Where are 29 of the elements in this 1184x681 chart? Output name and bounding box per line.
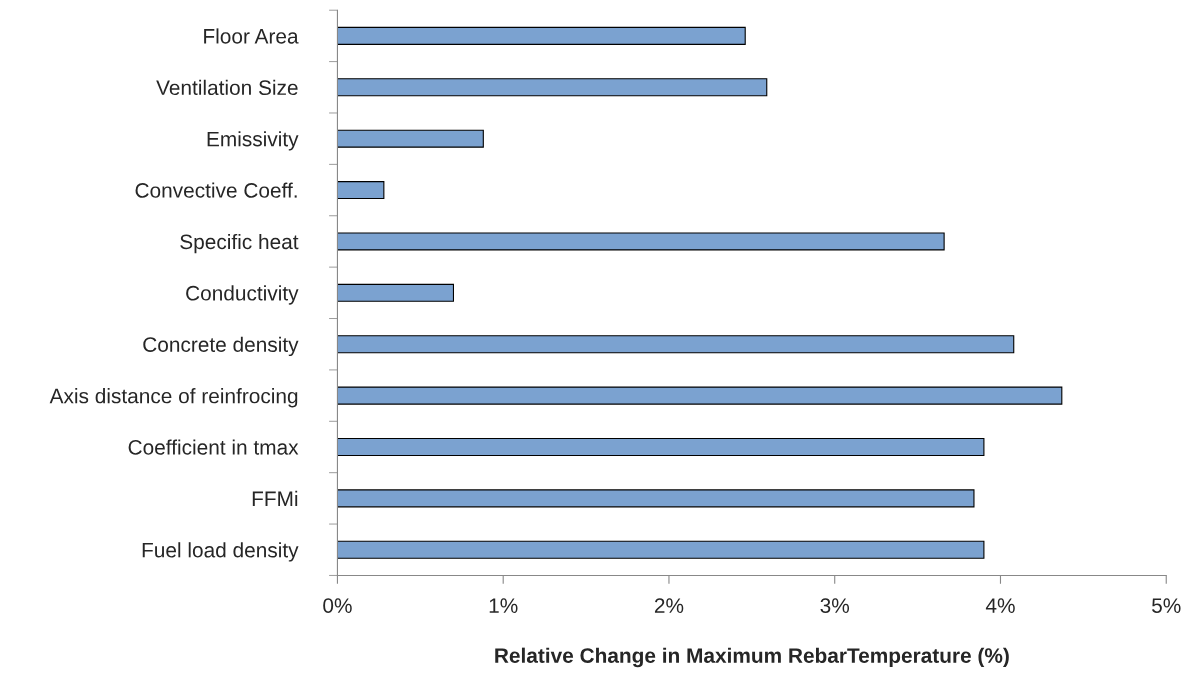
- bar: [337, 386, 1063, 405]
- x-tick-label: 3%: [820, 598, 850, 613]
- y-tick-label: Conductivity: [186, 285, 299, 305]
- bar: [337, 283, 455, 302]
- y-tick-label: Coefficient in tmax: [128, 439, 299, 455]
- bar: [337, 540, 985, 559]
- bar: [337, 78, 768, 97]
- x-tick-label: 0%: [323, 598, 352, 613]
- y-tick-label: Fuel load density: [142, 542, 299, 562]
- bar: [337, 335, 1015, 354]
- bar: [337, 489, 975, 508]
- x-tick-label: 4%: [985, 598, 1015, 613]
- y-tick-label: Axis distance of reinfrocing: [49, 388, 298, 408]
- bar: [337, 26, 746, 45]
- bar: [337, 437, 985, 457]
- y-tick-label: Convective Coeff.: [135, 182, 297, 198]
- x-tick-label: 2%: [654, 598, 684, 613]
- x-axis-title: Relative Change in Maximum RebarTemperature (%): [495, 647, 1009, 668]
- y-tick-label: Emissivity: [207, 131, 299, 151]
- bar: [337, 129, 484, 148]
- bar: [337, 232, 945, 251]
- x-tick-label: 5%: [1152, 598, 1181, 613]
- x-tick-label: 1%: [489, 598, 518, 613]
- y-tick-label: Ventilation Size: [156, 79, 298, 96]
- y-tick-label: FFMi: [252, 490, 298, 506]
- y-tick-label: Specific heat: [180, 233, 299, 254]
- y-tick-label: Floor Area: [204, 28, 299, 44]
- y-tick-label: Concrete density: [143, 336, 299, 357]
- bar: [337, 181, 385, 200]
